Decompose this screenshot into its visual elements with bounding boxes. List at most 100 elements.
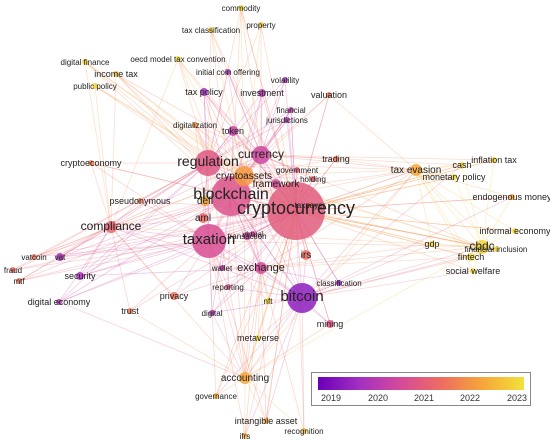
node-label[interactable]: endogenous money [472,192,550,202]
node-circle[interactable] [10,267,16,273]
node-circle[interactable] [56,253,64,261]
node-circle[interactable] [429,241,435,247]
node-label[interactable]: cryptoassets [216,171,272,182]
node-circle[interactable] [170,292,178,300]
node-circle[interactable] [16,278,22,284]
node-circle[interactable] [195,150,221,176]
node-label[interactable]: bitcoin [280,288,323,305]
node-circle[interactable] [31,254,37,260]
node-circle[interactable] [258,89,266,97]
node-label[interactable]: nft [264,297,274,306]
node-circle[interactable] [263,418,269,424]
node-label[interactable]: mtf [13,277,25,286]
node-circle[interactable] [242,433,248,439]
node-label[interactable]: cryptoeconomy [60,158,122,168]
node-circle[interactable] [451,174,457,180]
node-label[interactable]: compliance [81,219,142,233]
node-label[interactable]: gdp [424,239,439,249]
node-circle[interactable] [512,228,518,234]
node-label[interactable]: jurisdictions [265,116,308,125]
node-circle[interactable] [255,262,267,274]
node-circle[interactable] [493,246,499,252]
node-label[interactable]: cash [452,160,471,170]
node-label[interactable]: fraud [4,266,22,275]
node-circle[interactable] [88,160,94,166]
node-label[interactable]: taxpayer [295,201,326,210]
node-circle[interactable] [200,196,210,206]
node-circle[interactable] [127,308,133,314]
node-circle[interactable] [326,320,334,328]
node-label[interactable]: pseudonymous [109,196,171,206]
node-circle[interactable] [82,59,88,65]
node-circle[interactable] [265,298,271,304]
node-label[interactable]: classification [316,279,361,288]
node-label[interactable]: oecd model tax convention [130,55,225,64]
node-circle[interactable] [294,167,300,173]
node-circle[interactable] [243,232,251,240]
node-label[interactable]: taxation [183,231,236,248]
node-label[interactable]: tax classification [182,26,240,35]
node-circle[interactable] [326,92,332,98]
node-circle[interactable] [213,393,219,399]
node-circle[interactable] [459,162,465,168]
node-circle[interactable] [192,224,226,258]
node-label[interactable]: cbdc [469,239,494,253]
node-circle[interactable] [255,335,261,341]
node-circle[interactable] [56,299,62,305]
node-circle[interactable] [467,253,475,261]
node-label[interactable]: commodity [222,4,261,13]
node-label[interactable]: recognition [284,427,323,436]
node-circle[interactable] [307,202,313,208]
node-label[interactable]: inflation tax [471,155,517,165]
node-circle[interactable] [137,198,143,204]
node-circle[interactable] [301,250,311,260]
node-label[interactable]: virtual [242,230,264,239]
node-label[interactable]: income tax [94,69,138,79]
node-circle[interactable] [509,194,515,200]
node-circle[interactable] [258,22,264,28]
node-label[interactable]: privacy [160,291,189,301]
node-circle[interactable] [336,280,342,286]
node-label[interactable]: investment [240,88,284,98]
node-circle[interactable] [301,428,307,434]
node-label[interactable]: accounting [221,373,269,384]
node-label[interactable]: transaction [227,232,266,241]
node-circle[interactable] [234,166,254,186]
node-label[interactable]: financial inclusion [465,245,528,254]
node-circle[interactable] [310,176,316,182]
node-circle[interactable] [113,71,119,77]
node-circle[interactable] [491,157,497,163]
node-circle[interactable] [76,272,84,280]
node-circle[interactable] [238,5,244,11]
node-label[interactable]: framework [253,179,301,190]
node-circle[interactable] [175,56,181,62]
node-label[interactable]: initial coin offering [196,68,260,77]
node-label[interactable]: social welfare [446,266,501,276]
node-circle[interactable] [198,213,208,223]
node-circle[interactable] [105,221,117,233]
node-circle[interactable] [200,88,208,96]
node-circle[interactable] [92,83,98,89]
node-label[interactable]: token [222,126,244,136]
node-circle[interactable] [287,283,317,313]
node-circle[interactable] [288,107,294,113]
node-circle[interactable] [225,69,231,75]
node-label[interactable]: reporting [212,283,244,292]
node-circle[interactable] [192,122,198,128]
node-label[interactable]: currency [238,147,284,161]
node-label[interactable]: tax evasion [391,165,442,176]
node-circle[interactable] [209,310,215,316]
node-label[interactable]: metaverse [237,333,279,343]
node-circle[interactable] [282,77,288,83]
node-circle[interactable] [410,164,422,176]
node-label[interactable]: vatcoin [21,253,46,262]
node-label[interactable]: fintech [458,252,485,262]
node-circle[interactable] [211,176,251,216]
node-circle[interactable] [271,179,281,189]
node-label[interactable]: governance [195,392,237,401]
node-label[interactable]: digitalization [173,121,217,130]
node-label[interactable]: public policy [73,82,117,91]
node-label[interactable]: trust [121,306,139,316]
node-label[interactable]: digital economy [28,297,91,307]
node-circle[interactable] [252,146,270,164]
